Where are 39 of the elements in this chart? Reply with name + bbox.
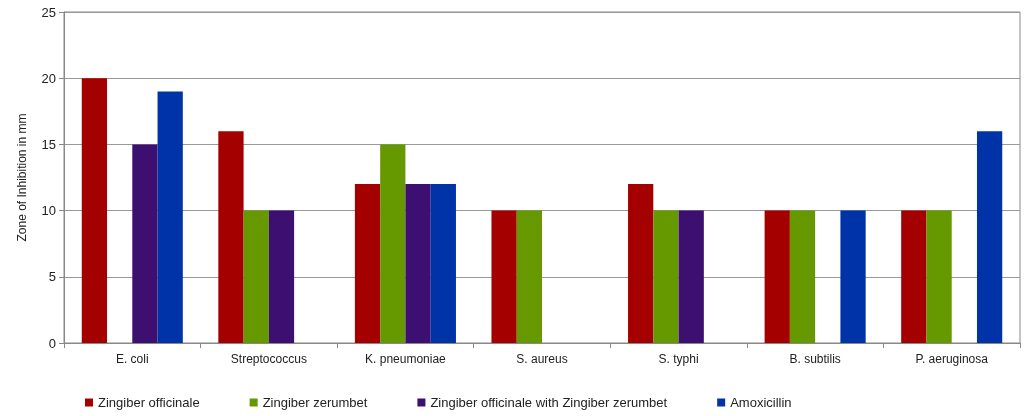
legend-label: Zingiber officinale <box>98 395 200 410</box>
x-tick-label: Streptococcus <box>230 352 307 366</box>
bar <box>157 91 183 343</box>
legend-label: Zingiber officinale with Zingiber zerumbet <box>430 395 668 410</box>
x-tick-label: S. aureus <box>516 352 568 366</box>
bar <box>491 210 517 343</box>
bar <box>218 131 244 343</box>
bar <box>243 210 269 343</box>
y-tick-label: 10 <box>41 203 56 219</box>
x-tick-label: B. subtilis <box>789 352 841 366</box>
legend-label: Amoxicillin <box>730 395 792 410</box>
x-tick-label: E. coli <box>115 352 149 366</box>
bar <box>354 184 381 343</box>
x-tick-label: K. pneumoniae <box>365 352 447 366</box>
bar <box>81 78 108 343</box>
bar <box>789 210 816 343</box>
y-tick-label: 0 <box>48 335 56 351</box>
x-tick-label: S. typhi <box>658 352 699 366</box>
legend-label: Zingiber zerumbet <box>262 395 368 410</box>
bar <box>840 210 866 343</box>
bar <box>405 184 431 343</box>
bar <box>628 184 654 343</box>
bar <box>901 210 927 343</box>
y-tick-label: 5 <box>48 269 56 285</box>
x-tick-label: P. aeruginosa <box>915 352 989 366</box>
bar <box>430 184 456 343</box>
bar <box>380 144 406 343</box>
bar <box>516 210 542 343</box>
bar <box>926 210 952 343</box>
bar <box>678 210 704 343</box>
y-tick-label: 20 <box>41 70 56 86</box>
bar <box>653 210 679 343</box>
y-tick-label: 25 <box>41 4 56 20</box>
bar <box>268 210 295 343</box>
bar <box>976 131 1003 343</box>
bar <box>132 144 158 343</box>
bar <box>764 210 790 343</box>
y-axis-title: Zone of Inhibition in mm <box>15 113 29 242</box>
y-tick-label: 15 <box>41 136 56 152</box>
